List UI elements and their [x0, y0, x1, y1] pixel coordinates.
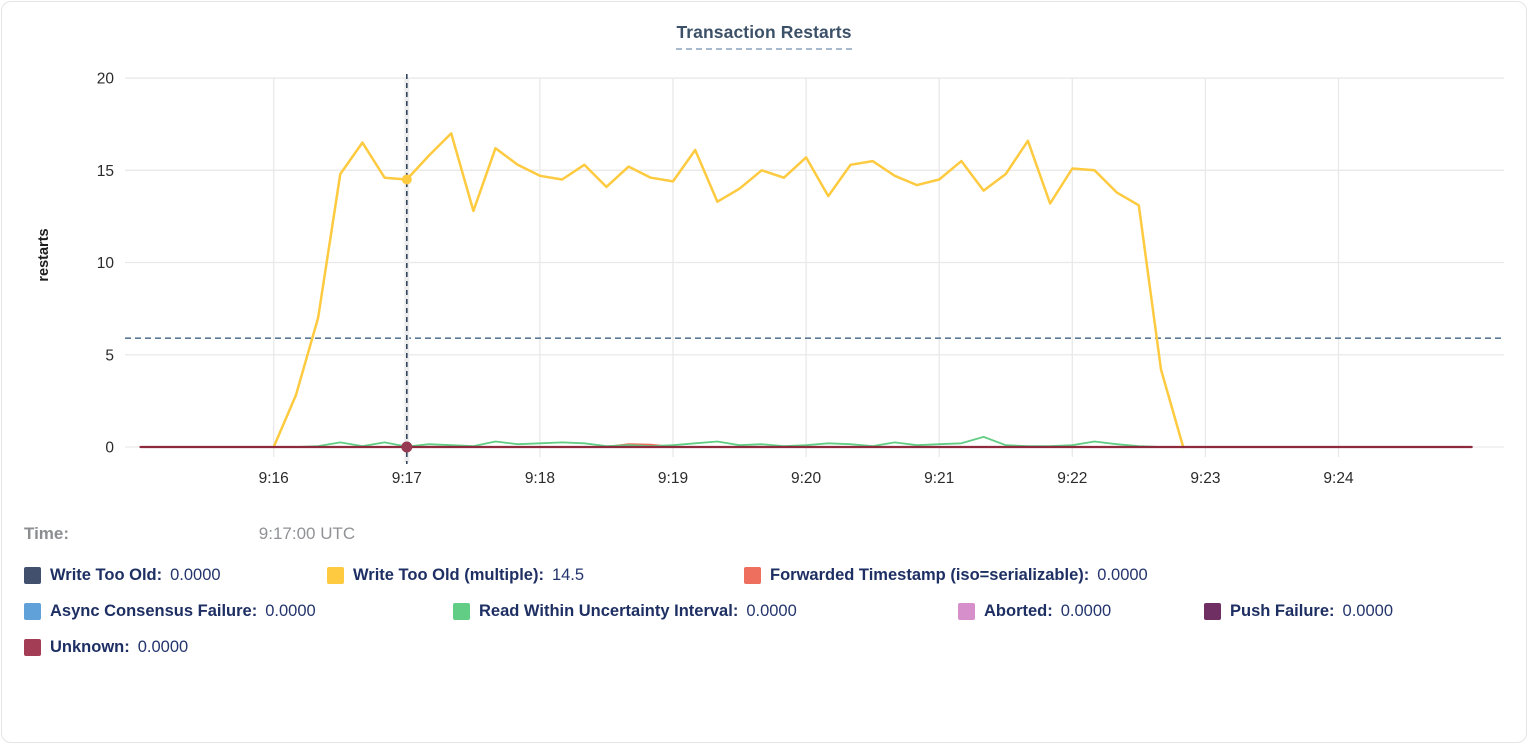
x-axis-tick: 9:16	[259, 470, 289, 487]
legend-item-value: 0.0000	[1097, 566, 1148, 584]
series-line-read-within-uncertainty-interval	[294, 435, 1162, 448]
x-axis-tick: 9:20	[791, 470, 822, 487]
chart-plot-area: 0 5 10 15 20 9:16 9:17 9:18 9:19 9:20 9:21 9:22 9:23…	[97, 71, 1504, 487]
y-axis-tick: 5	[105, 347, 114, 364]
legend-item-1-0[interactable]: Async Consensus Failure: 0.0000	[24, 602, 453, 621]
legend-item-label: Read Within Uncertainty Interval:	[479, 602, 739, 620]
legend-item-1-1[interactable]: Read Within Uncertainty Interval: 0.0000	[453, 602, 958, 621]
legend-item-label: Write Too Old (multiple):	[353, 566, 544, 584]
chart-header: Transaction Restarts	[2, 22, 1526, 50]
chart-title: Transaction Restarts	[676, 22, 852, 50]
legend-item-label: Write Too Old:	[50, 566, 163, 584]
legend-item-0-2[interactable]: Forwarded Timestamp (iso=serializable): …	[744, 566, 1148, 585]
hover-time-label: Time:	[24, 524, 70, 543]
legend: Write Too Old: 0.0000 Write Too Old (mul…	[2, 566, 1526, 657]
legend-row: Async Consensus Failure: 0.0000 Read Wit…	[24, 602, 1526, 621]
x-axis-tick: 9:22	[1057, 470, 1087, 487]
legend-item-value: 0.0000	[265, 602, 316, 620]
legend-swatch-icon	[453, 603, 470, 620]
legend-swatch-icon	[24, 603, 41, 620]
legend-item-label: Async Consensus Failure:	[50, 602, 258, 620]
x-axis-tick: 9:23	[1190, 470, 1220, 487]
y-axis-tick: 20	[97, 71, 115, 88]
legend-swatch-icon	[1204, 603, 1221, 620]
timeseries-chart[interactable]: restarts 0 5 10 15 20 9:16 9:17 9:18 9:19 9:20 9:2…	[2, 50, 1527, 495]
legend-row: Write Too Old: 0.0000 Write Too Old (mul…	[24, 566, 1526, 585]
legend-swatch-icon	[958, 603, 975, 620]
legend-item-value: 0.0000	[1060, 602, 1112, 620]
legend-item-value: 0.0000	[137, 638, 189, 656]
legend-item-label: Forwarded Timestamp (iso=serializable):	[770, 566, 1090, 584]
legend-item-1-3[interactable]: Push Failure: 0.0000	[1204, 602, 1393, 621]
legend-item-value: 0.0000	[1342, 602, 1393, 620]
y-axis-tick: 15	[97, 163, 114, 180]
legend-item-2-0[interactable]: Unknown: 0.0000	[24, 638, 188, 657]
legend-swatch-icon	[744, 567, 761, 584]
legend-item-value: 0.0000	[170, 566, 221, 584]
legend-row: Unknown: 0.0000	[24, 638, 1526, 657]
legend-swatch-icon	[327, 567, 344, 584]
x-axis-tick: 9:17	[392, 470, 422, 487]
hover-band	[404, 78, 410, 462]
legend-item-1-2[interactable]: Aborted: 0.0000	[958, 602, 1204, 621]
legend-item-value: 14.5	[551, 566, 585, 584]
x-axis-tick: 9:19	[658, 470, 688, 487]
legend-item-value: 0.0000	[746, 602, 797, 620]
legend-item-label: Push Failure:	[1230, 602, 1335, 620]
legend-swatch-icon	[24, 567, 41, 584]
y-axis-tick: 10	[97, 255, 115, 272]
legend-item-0-0[interactable]: Write Too Old: 0.0000	[24, 566, 327, 585]
x-axis-tick: 9:21	[924, 470, 954, 487]
legend-item-0-1[interactable]: Write Too Old (multiple): 14.5	[327, 566, 744, 585]
hover-readout: Time: 9:17:00 UTC	[2, 524, 1526, 544]
y-axis-label: restarts	[36, 228, 52, 281]
legend-item-label: Unknown:	[50, 638, 130, 656]
hover-marker-write-too-old-multiple	[401, 174, 412, 185]
x-axis-tick: 9:18	[525, 470, 555, 487]
x-axis-tick: 9:24	[1323, 470, 1354, 487]
series-line-write-too-old-multiple	[272, 132, 1185, 449]
legend-swatch-icon	[24, 639, 41, 656]
hover-marker-unknown	[401, 441, 413, 453]
y-axis-tick: 0	[105, 440, 114, 457]
hover-time-value: 9:17:00 UTC	[258, 524, 356, 543]
legend-item-label: Aborted:	[984, 602, 1053, 620]
